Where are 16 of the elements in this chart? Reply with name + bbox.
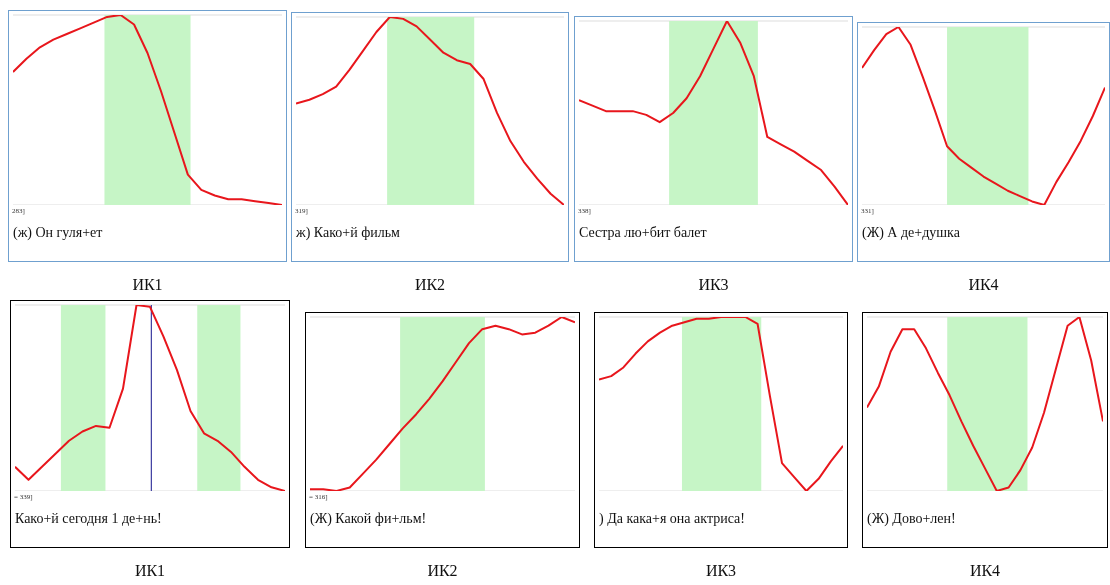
text: ИК3 (704, 562, 738, 580)
x-axis-title: ж) Како+й фильм (296, 225, 400, 241)
text: ИК1 (133, 562, 167, 580)
x-axis-title: (Ж) Какой фи+льм! (310, 511, 427, 527)
x-axis-title: Како+й сегодня 1 де+нь! (15, 511, 162, 527)
text: ИК1 (131, 276, 164, 294)
x-axis-title: (ж) Он гуля+ет (13, 225, 103, 241)
x-axis-title: (Ж) А де+душка (862, 225, 960, 241)
text: ИК4 (968, 562, 1002, 580)
text: ИК4 (967, 276, 1000, 294)
text: ИК2 (426, 562, 459, 580)
x-axis-title: Сестра лю+бит балет (579, 225, 707, 241)
text: ИК3 (697, 276, 730, 294)
x-axis-title: (Ж) Дово+лен! (867, 511, 956, 527)
x-axis-title: ) Да кака+я она актриса! (599, 511, 745, 527)
text: ИК2 (413, 276, 447, 294)
